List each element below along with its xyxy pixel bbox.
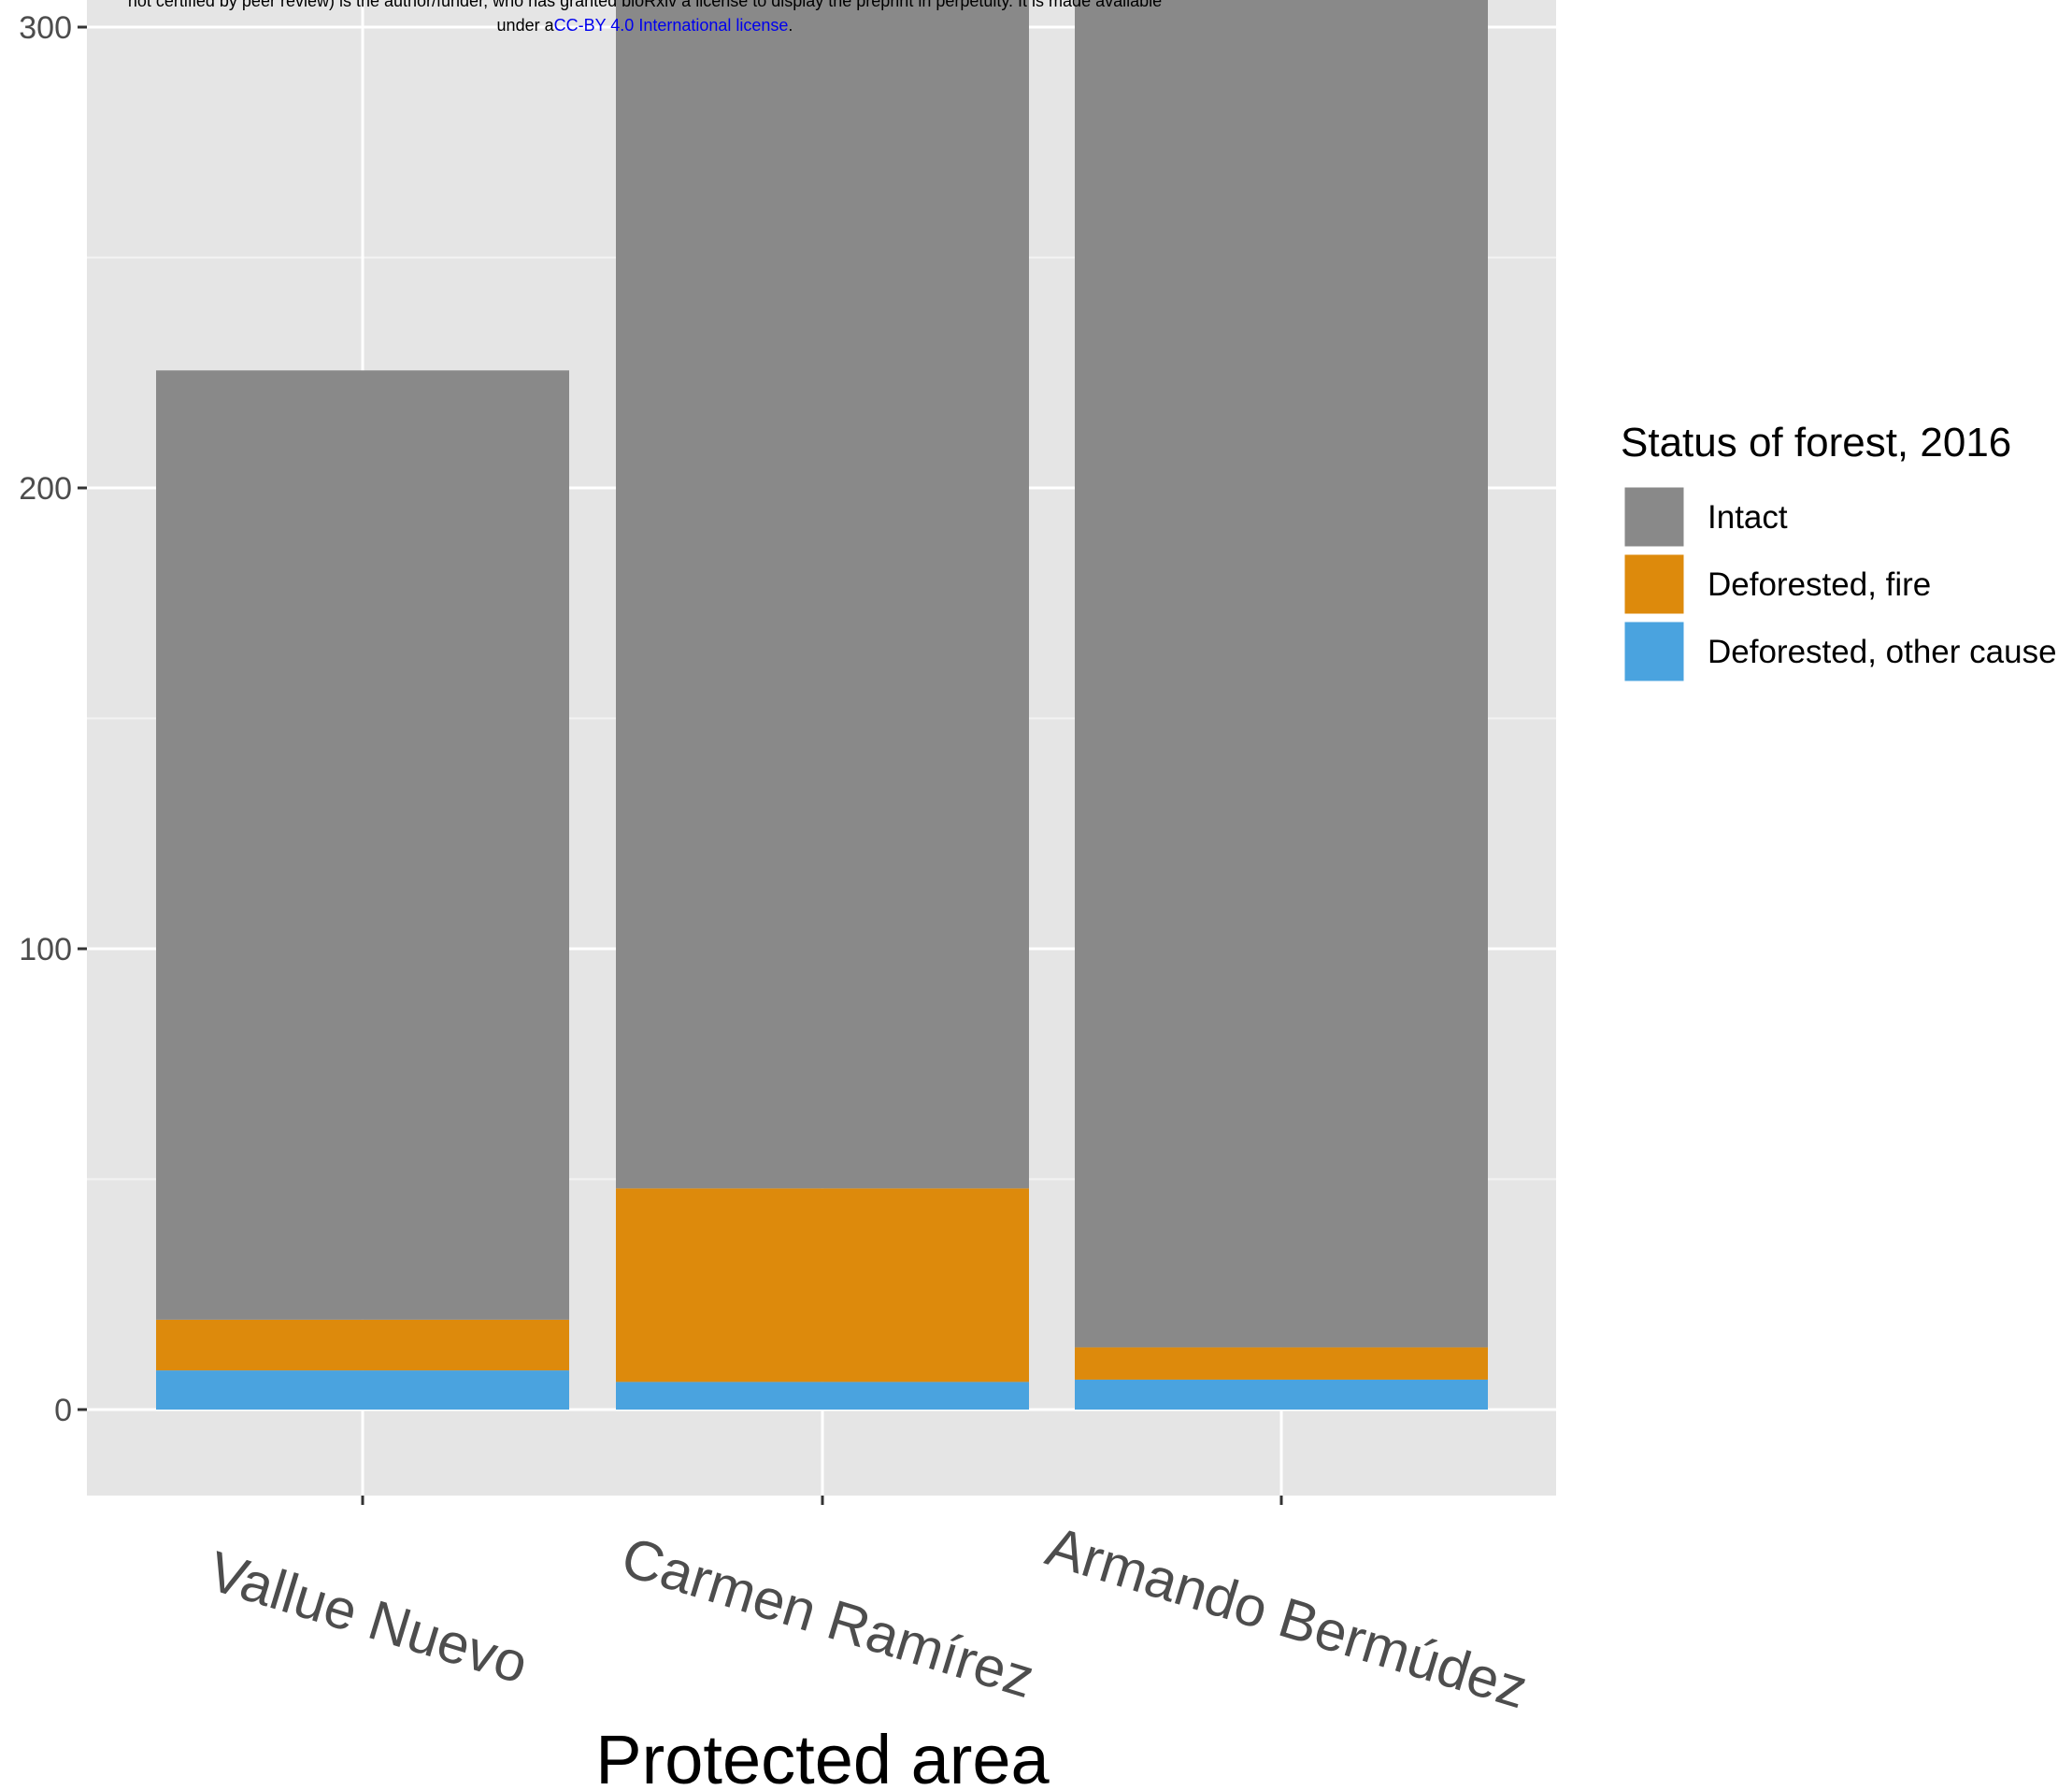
legend: Status of forest, 2016 Intact Deforested,…: [1621, 420, 2057, 684]
bar-segment: [616, 1382, 1029, 1410]
y-tick-label: 100: [19, 932, 72, 967]
x-tick-label: Vallue Nuevo: [202, 1539, 536, 1696]
y-tick-label: 200: [19, 471, 72, 507]
legend-label: Intact: [1708, 499, 1788, 536]
bar-segment: [1075, 1347, 1488, 1380]
legend-label: Deforested, other cause: [1708, 634, 2057, 670]
bar-segment: [616, 1188, 1029, 1382]
license-link[interactable]: CC-BY 4.0 International license: [553, 16, 789, 35]
bar-segment: [156, 1370, 569, 1410]
license-prefix: under a: [496, 16, 554, 35]
license-suffix: .: [788, 16, 793, 35]
bars: [156, 0, 1488, 1410]
legend-label: Deforested, fire: [1708, 566, 1931, 603]
x-tick-label: Carmen Ramírez: [615, 1525, 1041, 1711]
y-tick-label: 300: [19, 10, 72, 46]
legend-swatch: [1622, 484, 1687, 550]
x-tick-label: Armando Bermúdez: [1039, 1514, 1535, 1720]
y-axis: 0 100 200 300: [19, 10, 87, 1428]
bar-segment: [616, 0, 1029, 1189]
preprint-notice: not certified by peer review) is the aut…: [127, 0, 1163, 10]
y-tick-label: 0: [54, 1393, 72, 1428]
legend-swatch: [1622, 619, 1687, 684]
bar-segment: [1075, 1379, 1488, 1410]
legend-title: Status of forest, 2016: [1621, 420, 2011, 465]
bar-segment: [156, 1319, 569, 1371]
license-line: under aCC-BY 4.0 International license.: [0, 15, 1290, 36]
legend-swatch: [1622, 551, 1687, 617]
x-axis-title: Protected area: [595, 1721, 1050, 1790]
bar-segment: [1075, 0, 1488, 1348]
bar-segment: [156, 370, 569, 1320]
